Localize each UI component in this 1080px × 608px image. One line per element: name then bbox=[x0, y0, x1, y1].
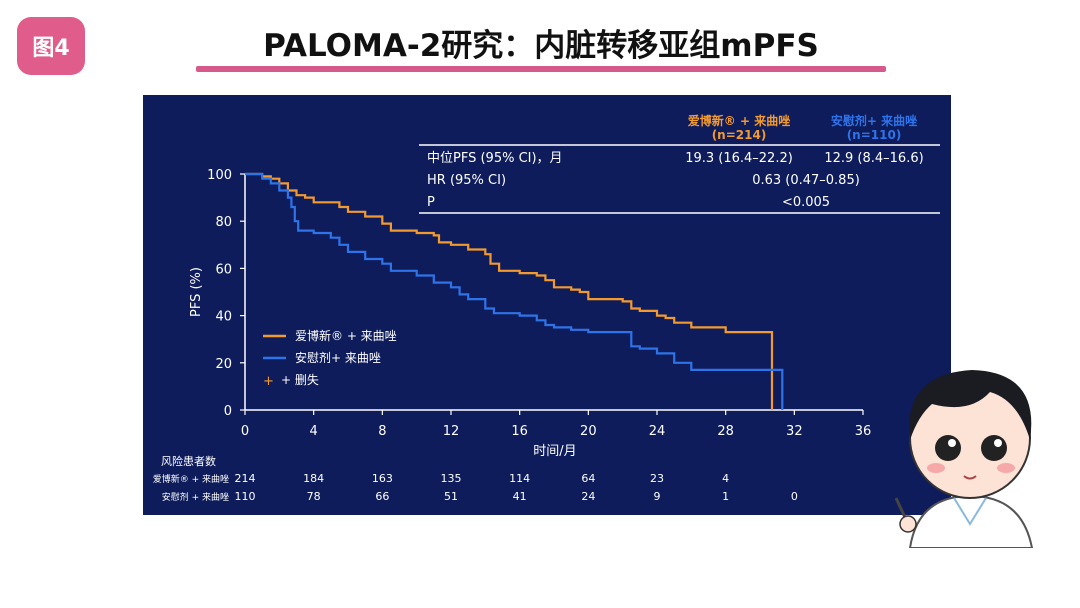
row-hr-label: HR (95% CI) bbox=[427, 173, 506, 188]
row-mpfs-v1: 19.3 (16.4–22.2) bbox=[685, 151, 793, 166]
legend-label-placebo: 安慰剂+ 来曲唑 bbox=[295, 350, 381, 365]
risk-count: 9 bbox=[654, 490, 661, 503]
axes: 0 4 8 12 16 20 24 28 32 36 0 20 40 60 80 100 bbox=[207, 168, 871, 439]
x-tick-label: 8 bbox=[378, 424, 386, 439]
x-tick-label: 32 bbox=[786, 424, 803, 439]
legend: 爱博新® + 来曲唑 安慰剂+ 来曲唑 + + 删失 bbox=[263, 328, 397, 389]
risk-count: 64 bbox=[581, 472, 595, 485]
x-tick-label: 4 bbox=[310, 424, 318, 439]
y-tick-label: 40 bbox=[215, 310, 232, 325]
title-underline bbox=[196, 66, 886, 72]
curves bbox=[245, 172, 784, 410]
risk-count: 214 bbox=[235, 472, 256, 485]
x-tick-label: 28 bbox=[717, 424, 734, 439]
risk-count: 78 bbox=[307, 490, 321, 503]
x-tick-label: 0 bbox=[241, 424, 249, 439]
row-mpfs-label: 中位PFS (95% CI)，月 bbox=[427, 151, 563, 166]
x-tick-label: 24 bbox=[649, 424, 666, 439]
risk-count: 114 bbox=[509, 472, 530, 485]
x-tick-label: 36 bbox=[855, 424, 872, 439]
y-tick-label: 60 bbox=[215, 262, 232, 277]
risk-count: 41 bbox=[513, 490, 527, 503]
x-tick-label: 12 bbox=[443, 424, 460, 439]
y-axis-label: PFS (%) bbox=[189, 267, 204, 317]
legend-label-palbo: 爱博新® + 来曲唑 bbox=[295, 328, 397, 343]
risk-count: 66 bbox=[375, 490, 389, 503]
y-tick-label: 20 bbox=[215, 357, 232, 372]
row-p-value: <0.005 bbox=[782, 195, 830, 210]
slide-title: PALOMA-2研究：内脏转移亚组mPFS bbox=[263, 28, 819, 64]
risk-count: 0 bbox=[791, 490, 798, 503]
row-mpfs-v2: 12.9 (8.4–16.6) bbox=[824, 151, 923, 166]
risk-row-label-placebo: 安慰剂 + 来曲唑 bbox=[162, 491, 229, 503]
risk-count: 163 bbox=[372, 472, 393, 485]
summary-table: 爱博新® + 来曲唑 (n=214) 安慰剂+ 来曲唑 (n=110) 中位PF… bbox=[419, 113, 940, 214]
x-axis-label: 时间/月 bbox=[533, 444, 576, 459]
risk-count: 184 bbox=[303, 472, 324, 485]
y-tick-label: 100 bbox=[207, 168, 232, 183]
col2-header: 安慰剂+ 来曲唑 bbox=[831, 113, 917, 128]
x-tick-label: 20 bbox=[580, 424, 597, 439]
risk-row-label-palbo: 爱博新® + 来曲唑 bbox=[153, 473, 229, 485]
placebo-curve bbox=[245, 172, 784, 410]
legend-label-censor: + 删失 bbox=[281, 372, 319, 387]
km-chart: 爱博新® + 来曲唑 (n=214) 安慰剂+ 来曲唑 (n=110) 中位PF… bbox=[153, 113, 940, 503]
risk-count: 110 bbox=[235, 490, 256, 503]
palbo-curve bbox=[245, 172, 774, 410]
risk-count: 135 bbox=[441, 472, 462, 485]
risk-count: 4 bbox=[722, 472, 729, 485]
y-tick-label: 0 bbox=[224, 404, 232, 419]
figure-badge: 图4 bbox=[17, 17, 85, 75]
cartoon-doctor-mascot bbox=[894, 370, 1034, 548]
y-tick-label: 80 bbox=[215, 215, 232, 230]
chart-panel: 爱博新® + 来曲唑 (n=214) 安慰剂+ 来曲唑 (n=110) 中位PF… bbox=[143, 95, 951, 515]
col2-n: (n=110) bbox=[847, 128, 902, 142]
risk-count: 1 bbox=[722, 490, 729, 503]
risk-table: 风险患者数 爱博新® + 来曲唑 安慰剂 + 来曲唑 214 184 163 135 1… bbox=[153, 454, 798, 503]
row-hr-value: 0.63 (0.47–0.85) bbox=[752, 173, 860, 188]
col1-header: 爱博新® + 来曲唑 bbox=[688, 113, 790, 128]
row-p-label: P bbox=[427, 195, 435, 210]
x-tick-label: 16 bbox=[511, 424, 528, 439]
risk-count: 23 bbox=[650, 472, 664, 485]
risk-count: 51 bbox=[444, 490, 458, 503]
risk-table-title: 风险患者数 bbox=[161, 454, 216, 468]
legend-censor-orange: + bbox=[263, 374, 274, 389]
col1-n: (n=214) bbox=[712, 128, 767, 142]
risk-count: 24 bbox=[581, 490, 595, 503]
